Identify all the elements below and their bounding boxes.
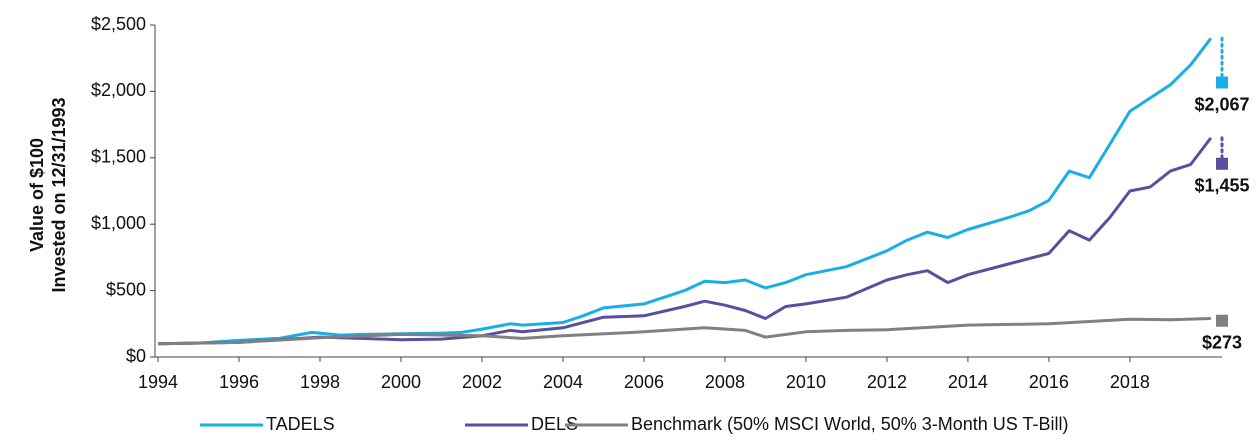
y-tick-label: $1,500 [91, 147, 146, 167]
x-tick-label: 2000 [381, 372, 421, 392]
end-label: $1,455 [1194, 176, 1249, 196]
legend-label: TADELS [266, 414, 335, 434]
y-tick-label: $0 [126, 346, 146, 366]
y-axis-title-line: Invested on 12/31/1993 [49, 97, 69, 292]
x-tick-label: 2010 [786, 372, 826, 392]
y-tick-label: $1,000 [91, 213, 146, 233]
series-line [157, 37, 1213, 346]
x-tick-label: 2014 [948, 372, 988, 392]
legend-label: Benchmark (50% MSCI World, 50% 3-Month U… [631, 414, 1068, 434]
x-tick-label: 2018 [1110, 372, 1150, 392]
end-marker [1216, 314, 1228, 327]
y-axis-title: Value of $100 Invested on 12/31/1993 [27, 97, 69, 292]
end-label: $2,067 [1194, 94, 1249, 114]
legend-label: DELS [531, 414, 578, 434]
y-axis-title-line: Value of $100 [27, 138, 47, 252]
x-tick-label: 2016 [1029, 372, 1069, 392]
x-tick-label: 1998 [300, 372, 340, 392]
x-tick-label: 1994 [138, 372, 178, 392]
series-line [157, 317, 1211, 346]
end-marker [1216, 157, 1228, 170]
x-tick-label: 2004 [543, 372, 583, 392]
x-tick-label: 1996 [219, 372, 259, 392]
end-marker [1216, 76, 1228, 89]
x-tick-label: 2002 [462, 372, 502, 392]
x-tick-label: 2012 [867, 372, 907, 392]
y-tick-label: $2,500 [91, 14, 146, 34]
series-line [157, 136, 1213, 346]
end-label: $273 [1202, 332, 1242, 352]
x-tick-label: 2006 [624, 372, 664, 392]
x-tick-label: 2008 [705, 372, 745, 392]
y-tick-label: $2,000 [91, 80, 146, 100]
y-tick-label: $500 [106, 279, 146, 299]
